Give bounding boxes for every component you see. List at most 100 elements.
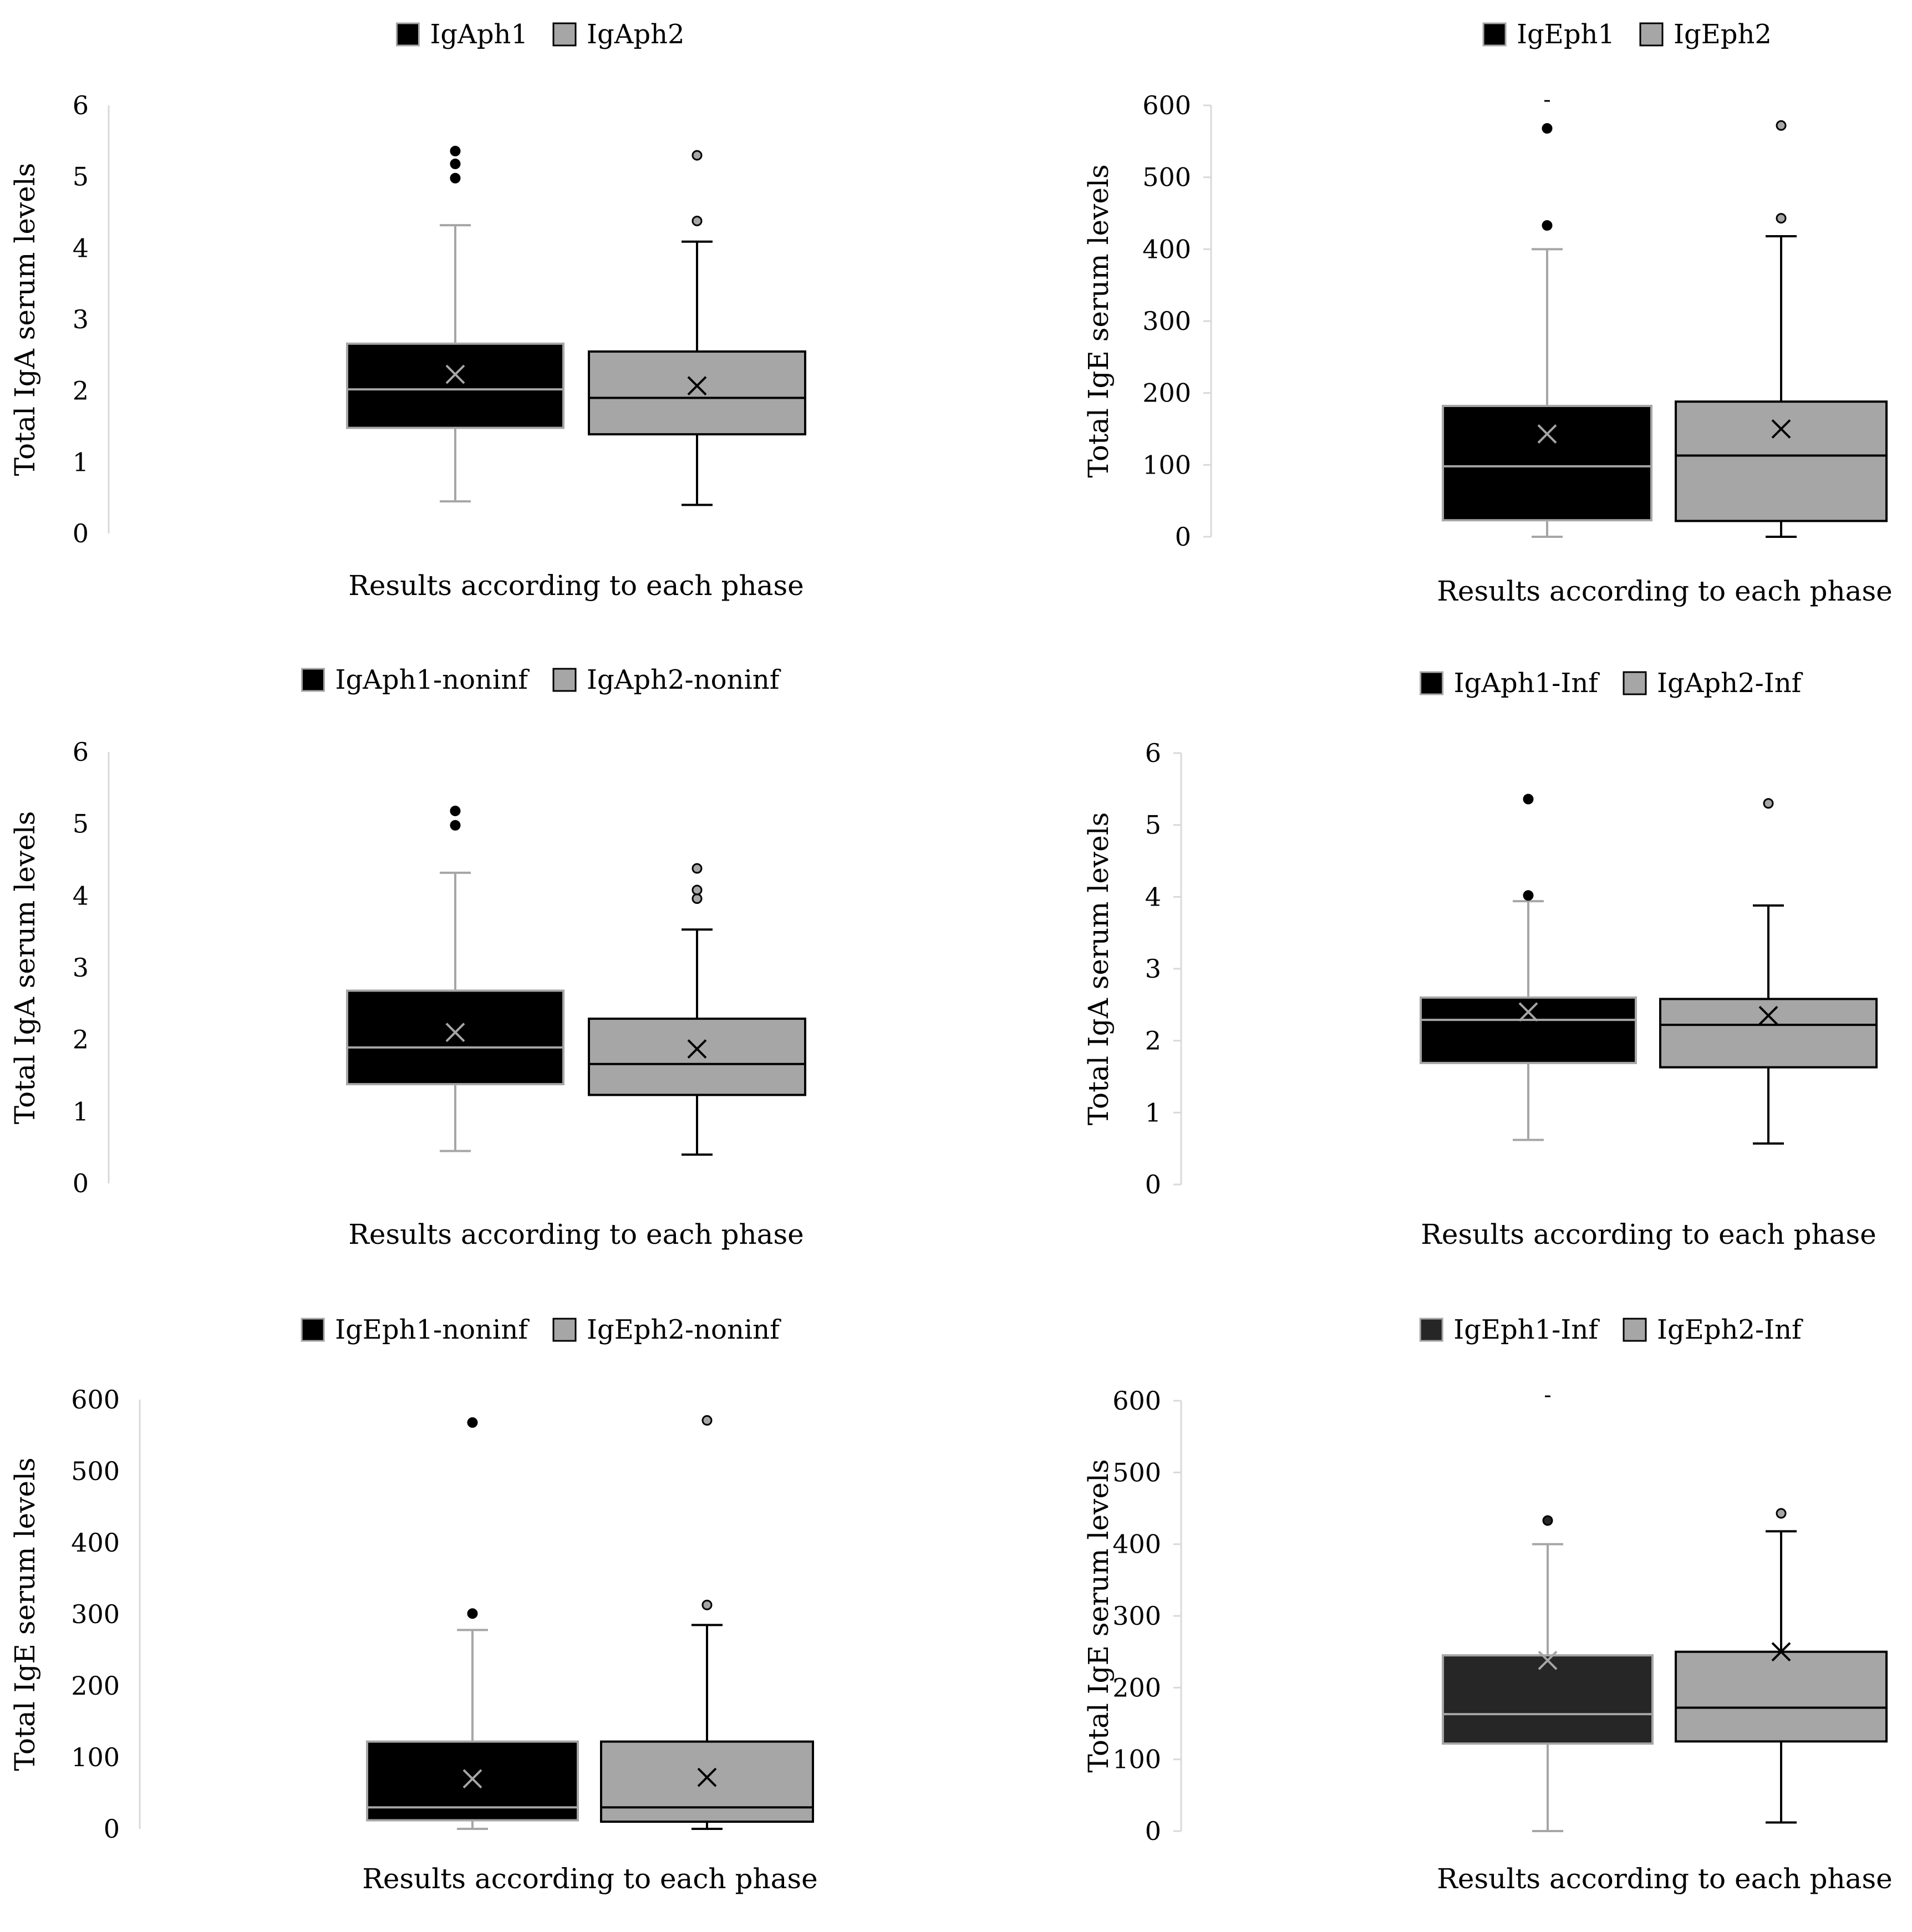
y-tick-label: 3 [1145,954,1161,984]
y-tick-label: 600 [1112,1386,1161,1416]
mean-marker [1518,1002,1538,1022]
legend-label: IgAph2-noninf [587,664,781,695]
mean-marker [1771,1642,1791,1662]
outlier-point [1763,798,1774,809]
box-IgAph1-Inf [1420,794,1637,1141]
y-tick-label: 0 [104,1814,120,1844]
legend-label: IgEph2-Inf [1657,1314,1803,1345]
outlier-point [450,172,461,184]
y-tick-label: 400 [1112,1529,1161,1559]
y-tick-label: 4 [1145,882,1161,912]
y-tick-label: 200 [1142,378,1191,408]
box-IgAph1 [346,145,565,503]
box-IgAph1-noninf [346,805,565,1152]
legend-label: IgEph2-noninf [587,1314,781,1345]
boxplot-panel-5: IgEph1-noninf IgEph2-noninf 0 100 200 300 400 5… [9,1314,818,1895]
box-IgEph1-Inf [1442,1395,1654,1832]
y-tick-label: 4 [73,233,89,263]
y-tick-label: 500 [1112,1457,1161,1487]
y-axis-title: Total IgA serum levels [9,811,41,1125]
x-axis-title: Results according to each phase [362,1863,818,1895]
outlier-point [1776,1508,1787,1519]
mean-marker [687,1039,707,1059]
y-axis-title: Total IgA serum levels [9,163,41,476]
y-tick-label: 400 [71,1528,120,1558]
boxplot-panel-6: IgEph1-Inf IgEph2-Inf 0 100 200 300 400 500 600 T… [1082,1314,1893,1895]
boxplot-panel-1: IgAph1 IgAph2 0 1 2 3 4 5 6 Total IgA serum level… [9,19,806,602]
legend-label: IgEph1-noninf [335,1314,530,1345]
y-tick-label: 2 [73,1025,89,1055]
y-tick-label: 500 [1142,162,1191,192]
y-tick-label: 1 [73,447,89,477]
x-axis-title: Results according to each phase [1437,575,1893,607]
outlier-point [467,1417,478,1428]
boxplot-panel-3: IgAph1-noninf IgAph2-noninf 0 1 2 3 4 5 6 Total I… [9,664,806,1250]
legend-swatch [1623,1318,1647,1342]
legend-swatch [1420,671,1444,695]
outlier-point [691,893,703,904]
y-axis-title: Total IgA serum levels [1082,812,1115,1126]
y-tick-label: 0 [73,1168,89,1198]
mean-marker [445,364,465,384]
y-tick-label: 600 [1142,90,1191,120]
legend-label: IgEph2 [1674,19,1772,50]
y-tick-label: 100 [1112,1745,1161,1775]
outlier-point [1542,220,1553,231]
outlier-point [691,215,703,226]
y-tick-label: 0 [1175,522,1191,552]
outlier-point [450,159,461,170]
box-IgEph1-noninf [366,1417,579,1830]
legend: IgEph1 IgEph2 [1482,19,1772,50]
box-IgEph2-noninf [600,1415,814,1830]
x-axis-title: Results according to each phase [348,570,804,602]
legend-label: IgAph1-noninf [335,664,530,695]
y-tick-label: 500 [71,1456,120,1486]
box-IgEph2 [1675,120,1888,538]
y-tick-label: 100 [71,1742,120,1772]
legend-swatch [1419,1318,1443,1342]
y-tick-label: 4 [73,881,89,911]
legend-label: IgEph1 [1517,19,1615,50]
box-iqr [346,989,565,1086]
y-tick-label: 1 [1145,1097,1161,1127]
y-tick-label: 1 [73,1096,89,1126]
outlier-point [1523,794,1534,805]
box-IgEph1 [1442,100,1652,538]
legend-label: IgAph2 [587,19,685,50]
legend-swatch [1623,671,1647,695]
y-tick-label: 100 [1142,450,1191,480]
outlier-point [1542,1515,1553,1526]
outlier-point [450,820,461,831]
outlier-point [701,1415,713,1426]
legend-label: IgEph1-Inf [1453,1314,1600,1345]
y-tick-label: 400 [1142,234,1191,264]
box-iqr [588,350,806,436]
outlier-point [1523,890,1534,901]
x-axis-title: Results according to each phase [1421,1218,1877,1250]
y-tick-label: 5 [73,162,89,192]
box-IgAph2 [588,150,806,506]
y-tick-label: 6 [1145,738,1161,768]
boxplot-panel-2: IgEph1 IgEph2 0 100 200 300 400 500 600 Total IgE… [1082,19,1893,607]
mean-marker [1771,419,1791,439]
y-tick-label: 200 [1112,1672,1161,1702]
outlier-point [467,1608,478,1619]
y-axis-title: Total IgE serum levels [9,1457,41,1771]
box-iqr [1659,998,1878,1069]
legend: IgAph1-noninf IgAph2-noninf [301,664,781,695]
outlier-point [450,805,461,816]
outlier-point [691,884,703,896]
box-iqr [1675,1650,1888,1743]
y-tick-label: 600 [71,1385,120,1415]
legend-swatch [301,1318,325,1342]
x-axis-title: Results according to each phase [348,1218,804,1250]
legend: IgAph1 IgAph2 [395,19,685,50]
legend-swatch [1639,22,1664,47]
y-tick-label: 300 [1142,306,1191,336]
y-axis-title: Total IgE serum levels [1082,1459,1115,1772]
outlier-point [691,863,703,874]
outlier-point [450,145,461,156]
legend-swatch [552,668,577,692]
box-iqr [1442,1654,1654,1745]
